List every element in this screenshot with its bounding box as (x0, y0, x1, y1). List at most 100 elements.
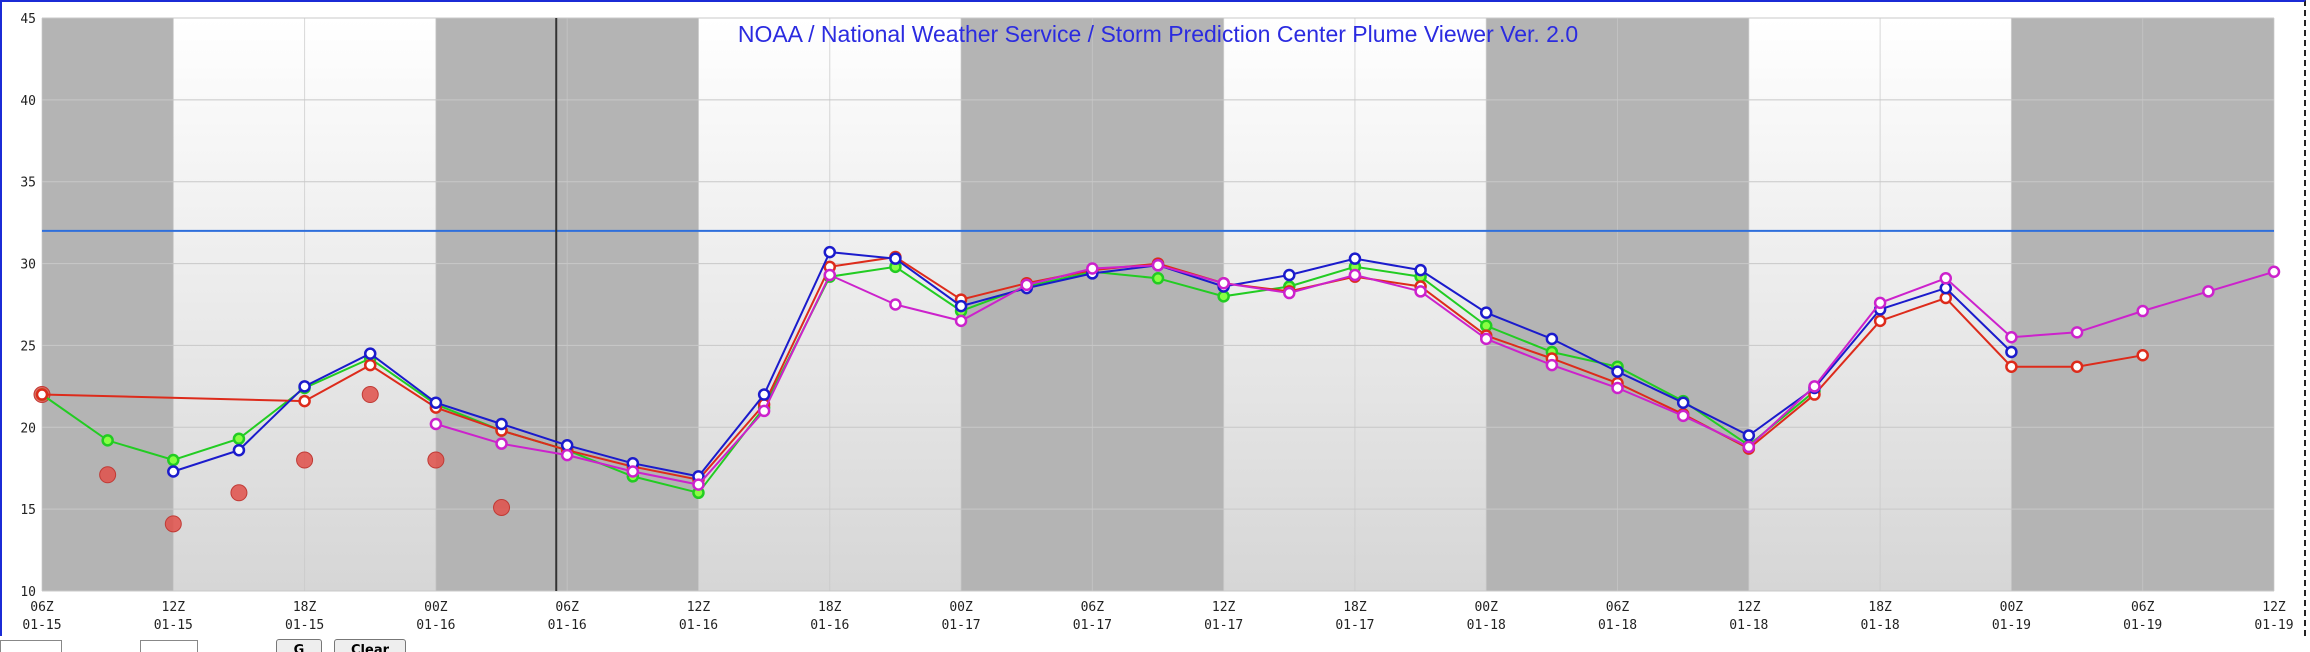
series-4 (429, 258, 2281, 491)
grid-lines (41, 17, 2275, 592)
g-button[interactable]: G (276, 639, 322, 652)
series-point (495, 437, 508, 450)
x-tick-date-label: 01-18 (1861, 618, 1900, 633)
series-point (35, 388, 49, 401)
series-point (560, 439, 574, 452)
series-point (495, 417, 508, 431)
series-point (2136, 304, 2149, 318)
y-tick-label: 40 (20, 94, 36, 109)
series-point (954, 299, 968, 313)
series-point (823, 268, 837, 282)
x-tick-date-label: 01-18 (1467, 618, 1506, 633)
series-point (1479, 332, 1493, 346)
series-point (1151, 258, 1165, 272)
series-point (167, 465, 180, 478)
series-point (1742, 429, 1756, 442)
x-tick-label: 18Z (1868, 600, 1892, 615)
series-point (2005, 330, 2018, 344)
x-tick-label: 06Z (1081, 600, 1105, 615)
series-point (757, 388, 771, 401)
series-point (889, 298, 902, 311)
x-tick-label: 00Z (1474, 600, 1498, 615)
x-tick-date-label: 01-17 (1335, 618, 1374, 633)
y-tick-label: 30 (20, 258, 36, 273)
series-point (1217, 276, 1230, 290)
series-point (298, 394, 311, 408)
series-point (2202, 285, 2215, 298)
series-point (298, 380, 311, 393)
series-point (1545, 332, 1559, 346)
y-axis-tick-labels: 10 15 20 25 30 35 40 45 (20, 12, 36, 600)
series-point (1939, 291, 1953, 305)
x-tick-date-label: 01-15 (154, 618, 193, 633)
observation-point (361, 386, 379, 404)
observation-point (493, 499, 511, 517)
series-point (232, 432, 246, 445)
x-tick-date-label: 01-16 (679, 618, 718, 633)
series-point (1873, 314, 1887, 328)
series-point (692, 478, 705, 491)
x-tick-date-label: 01-15 (285, 618, 324, 633)
x-tick-date-label: 01-16 (416, 618, 455, 633)
x-tick-label: 12Z (687, 600, 711, 615)
control-input-1[interactable] (0, 640, 62, 652)
night-band (42, 18, 174, 591)
bottom-controls: G Clear (0, 636, 2310, 652)
x-tick-date-label: 01-18 (1598, 618, 1637, 633)
x-tick-date-label: 01-18 (1729, 618, 1768, 633)
series-point (954, 314, 968, 328)
series-point (1348, 268, 1362, 282)
observation-point (164, 515, 182, 533)
x-tick-date-label: 01-19 (2123, 618, 2162, 633)
x-tick-label: 06Z (1606, 600, 1630, 615)
series-point (1217, 290, 1230, 303)
plume-viewer-frame (0, 0, 2306, 636)
x-tick-label: 06Z (30, 600, 54, 615)
y-tick-label: 35 (20, 176, 36, 191)
series-point (1742, 440, 1756, 454)
clear-button[interactable]: Clear (334, 639, 406, 652)
x-tick-date-label: 01-17 (941, 618, 980, 633)
series-point (1283, 268, 1296, 282)
x-tick-label: 18Z (1343, 600, 1367, 615)
observation-point (296, 451, 314, 469)
x-tick-label: 12Z (162, 600, 186, 615)
x-tick-label: 00Z (424, 600, 448, 615)
series-point (1020, 278, 1033, 292)
y-tick-label: 45 (20, 12, 36, 27)
x-tick-label: 06Z (555, 600, 579, 615)
series-line (41, 265, 1816, 494)
x-tick-date-label: 01-17 (1204, 618, 1243, 633)
series-point (1283, 286, 1296, 300)
series-point (626, 465, 640, 478)
y-tick-label: 20 (20, 421, 36, 436)
y-tick-label: 10 (20, 585, 36, 600)
control-input-2[interactable] (140, 640, 198, 652)
series-point (1676, 396, 1690, 409)
chart-title: NOAA / National Weather Service / Storm … (738, 21, 1578, 47)
x-tick-date-label: 01-16 (810, 618, 849, 633)
series-point (1611, 365, 1624, 378)
series-point (429, 396, 443, 409)
series-point (2267, 265, 2281, 279)
x-tick-date-label: 01-19 (2254, 618, 2293, 633)
series-3 (167, 245, 2018, 483)
series-point (363, 358, 377, 372)
plume-chart[interactable]: 10 15 20 25 30 35 40 45 06Z 01-15 12Z 01-15 18Z 01-1… (0, 0, 2310, 636)
y-tick-label: 25 (20, 339, 36, 354)
series-point (823, 245, 837, 259)
x-tick-label: 00Z (2000, 600, 2024, 615)
x-tick-label: 12Z (1737, 600, 1761, 615)
series-point (167, 453, 180, 467)
x-tick-label: 18Z (818, 600, 842, 615)
series-point (889, 252, 902, 265)
series-point (2070, 360, 2084, 373)
series-point (429, 417, 443, 431)
series-point (1151, 272, 1165, 285)
series-point (2005, 360, 2018, 373)
x-tick-label: 06Z (2131, 600, 2155, 615)
series-point (2070, 326, 2084, 339)
x-tick-label: 00Z (949, 600, 973, 615)
series-point (363, 347, 377, 360)
series-point (1414, 285, 1427, 298)
